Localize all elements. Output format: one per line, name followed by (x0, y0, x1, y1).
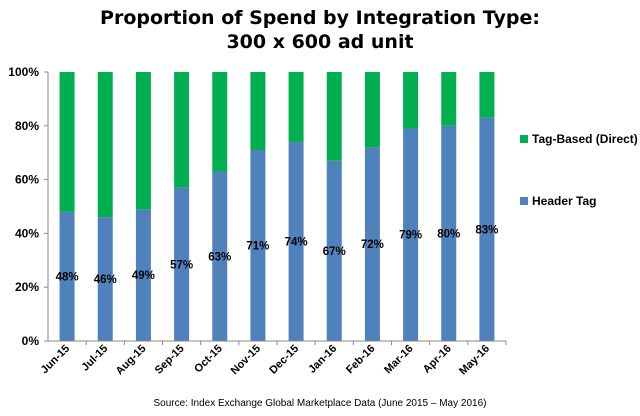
legend-label: Tag-Based (Direct) (532, 132, 638, 146)
data-label: 57% (170, 259, 193, 271)
x-tick-label: Aug-15 (114, 343, 149, 378)
bar-segment-tag-based (97, 72, 113, 218)
chart-title: Proportion of Spend by Integration Type:… (100, 7, 540, 53)
x-tick-label: Jun-15 (39, 343, 73, 377)
y-tick-label: 0% (22, 334, 40, 348)
y-axis: 0% 20% 40% 60% 80% 100% (8, 65, 49, 348)
bar-segment-tag-based (174, 72, 190, 188)
source-note: Source: Index Exchange Global Marketplac… (154, 398, 487, 409)
bar-segment-header-tag (326, 160, 342, 341)
bar-segment-header-tag (135, 209, 151, 341)
x-tick-label: Nov-15 (229, 343, 263, 377)
data-label: 46% (94, 274, 117, 286)
bar-segment-tag-based (479, 72, 495, 118)
chart-title-line: Proportion of Spend by Integration Type: (100, 7, 540, 29)
data-label: 48% (56, 271, 79, 283)
bar-segment-header-tag (288, 141, 304, 341)
legend-swatch (520, 197, 528, 205)
legend-swatch (520, 135, 528, 143)
x-tick-label: Jan-16 (306, 343, 339, 376)
y-tick-label: 60% (15, 173, 39, 187)
data-label: 71% (246, 241, 269, 253)
bar-segment-header-tag (250, 150, 266, 341)
data-label: 79% (399, 230, 422, 242)
data-label: 72% (361, 239, 384, 251)
x-tick-label: Apr-16 (421, 343, 454, 376)
data-label: 80% (437, 228, 460, 240)
x-tick-label: Oct-15 (192, 343, 225, 376)
data-labels: 48% 46% 49% 57% 63% 71% 74% 67% 72% 79% 80% 83% (56, 224, 499, 286)
x-tick-label: Feb-16 (344, 343, 378, 377)
x-tick-label: May-16 (457, 343, 492, 378)
bar-segment-header-tag (403, 128, 419, 341)
bar-segment-header-tag (97, 217, 113, 341)
bars (59, 72, 495, 341)
x-tick-label: Mar-16 (382, 343, 416, 377)
y-tick-label: 80% (15, 119, 39, 133)
y-tick-label: 100% (8, 65, 39, 79)
legend: Tag-Based (Direct) Header Tag (520, 132, 638, 208)
bar-segment-header-tag (479, 117, 495, 341)
data-label: 74% (285, 236, 308, 248)
bar-segment-tag-based (403, 72, 419, 129)
data-label: 67% (323, 246, 346, 258)
data-label: 83% (475, 224, 498, 236)
bar-segment-header-tag (212, 171, 228, 341)
bar-segment-header-tag (441, 125, 457, 341)
x-tick-label: Dec-15 (267, 343, 301, 377)
bar-segment-tag-based (326, 72, 342, 161)
bar-segment-tag-based (250, 72, 266, 151)
bar-segment-tag-based (288, 72, 304, 142)
data-label: 63% (208, 251, 231, 263)
data-label: 49% (132, 270, 155, 282)
bar-segment-header-tag (59, 211, 75, 341)
bar-segment-tag-based (212, 72, 228, 172)
y-tick-label: 40% (15, 226, 39, 240)
x-tick-label: Sep-15 (153, 343, 187, 377)
bar-segment-tag-based (59, 72, 75, 212)
legend-label: Header Tag (532, 194, 596, 208)
bar-segment-header-tag (174, 187, 190, 341)
bar-segment-header-tag (364, 147, 380, 341)
chart-title-line: 300 x 600 ad unit (226, 31, 413, 53)
bar-segment-tag-based (441, 72, 457, 126)
x-tick-label: Jul-15 (79, 343, 110, 374)
y-tick-label: 20% (15, 280, 39, 294)
bar-segment-tag-based (364, 72, 380, 148)
bar-segment-tag-based (135, 72, 151, 210)
x-axis: Jun-15 Jul-15 Aug-15 Sep-15 Oct-15 Nov-15 Dec-… (39, 340, 507, 378)
